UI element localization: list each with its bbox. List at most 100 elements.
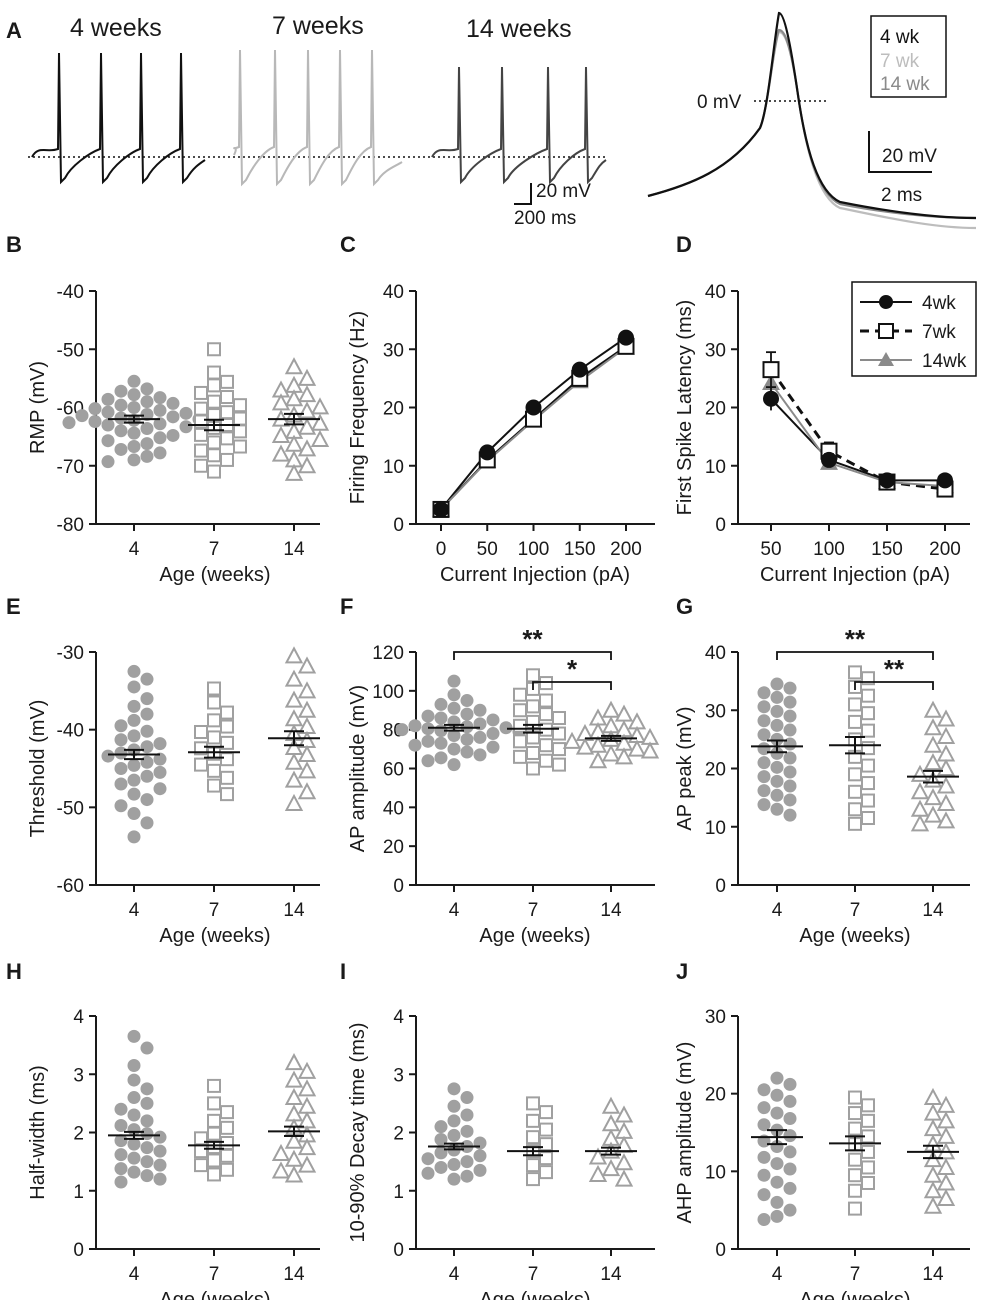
x-tick-label: 14: [922, 1264, 944, 1285]
data-point: [408, 719, 422, 733]
y-tick-label: 10: [705, 457, 726, 478]
overlay-legend-7wk: 7 wk: [880, 51, 920, 72]
data-point: [460, 745, 474, 759]
scale-bar-left: [514, 183, 532, 205]
data-point: [473, 1136, 487, 1150]
data-point: [297, 700, 317, 718]
data-point: [194, 443, 208, 458]
panel-label-g: G: [676, 594, 693, 619]
data-point: [207, 695, 221, 710]
data-point: [140, 740, 154, 754]
y-tick-label: -50: [57, 798, 84, 819]
data-point: [421, 754, 435, 768]
data-point: [770, 1088, 784, 1102]
data-point: [601, 700, 621, 718]
data-point: [140, 421, 154, 435]
data-point: [114, 799, 128, 813]
data-point: [220, 405, 234, 420]
data-point: [539, 676, 553, 691]
data-point: [460, 707, 474, 721]
data-point: [127, 1073, 141, 1087]
data-point: [166, 428, 180, 442]
data-point: [539, 1137, 553, 1152]
data-point: [284, 646, 304, 664]
data-point: [297, 456, 317, 474]
data-point: [194, 1158, 208, 1173]
significance-bracket: [854, 681, 934, 690]
data-point: [220, 752, 234, 767]
data-point: [297, 1155, 317, 1173]
data-point: [936, 1188, 956, 1207]
data-point: [770, 774, 784, 788]
data-point: [88, 414, 102, 428]
data-point: [460, 1155, 474, 1169]
data-point: [848, 665, 862, 680]
panel-a: A 4 weeks 7 weeks 14 weeks 20 mV 200 ms …: [6, 11, 977, 230]
data-point: [861, 1160, 875, 1175]
chart-panel-g: 0 10 20 30 40 4 7 14 Age (weeks) AP peak (mV) ** **: [674, 624, 970, 947]
data-point: [513, 734, 527, 749]
data-point: [486, 740, 500, 754]
overlay-legend-14wk: 14 wk: [880, 74, 930, 95]
data-point: [284, 389, 304, 407]
x-axis-label: Age (weeks): [799, 1289, 910, 1300]
y-tick-label: 0: [393, 876, 404, 897]
data-point: [434, 1160, 448, 1174]
data-point: [614, 704, 634, 722]
data-point: [757, 686, 771, 700]
data-point: [310, 397, 330, 415]
x-tick-label: 7: [209, 900, 220, 921]
data-point: [923, 788, 943, 806]
data-point: [783, 808, 797, 822]
data-point: [762, 361, 780, 379]
data-point: [220, 390, 234, 405]
data-point: [207, 1167, 221, 1182]
series-line-7wk: [440, 345, 627, 511]
data-point: [486, 727, 500, 741]
data-point: [297, 1061, 317, 1079]
data-point: [127, 453, 141, 467]
data-point: [770, 1195, 784, 1209]
y-tick-label: -30: [57, 643, 84, 664]
data-point: [140, 1127, 154, 1141]
data-point: [770, 788, 784, 802]
y-tick-label: 10: [705, 818, 726, 839]
scale-right-ms: 2 ms: [881, 185, 922, 206]
x-tick-label: 4: [129, 539, 140, 560]
data-point: [757, 756, 771, 770]
y-tick-label: -70: [57, 457, 84, 478]
data-point: [297, 744, 317, 763]
data-point: [140, 449, 154, 463]
y-tick-label: 0: [393, 515, 404, 536]
data-point: [140, 793, 154, 807]
data-point: [284, 463, 304, 481]
data-point: [601, 1114, 621, 1132]
x-tick-label: 7: [850, 1264, 861, 1285]
data-point: [614, 1153, 634, 1171]
x-axis-label: Age (weeks): [159, 1289, 270, 1300]
data-point: [447, 674, 461, 688]
x-tick-label: 200: [929, 539, 961, 560]
data-point: [220, 705, 234, 720]
data-point: [923, 805, 943, 823]
data-point: [297, 656, 317, 674]
data-point: [757, 1083, 771, 1097]
data-point: [757, 742, 771, 756]
data-point: [552, 757, 566, 772]
data-point: [861, 776, 875, 791]
y-tick-label: -40: [57, 721, 84, 742]
x-tick-label: 50: [477, 539, 498, 560]
data-point: [114, 762, 128, 775]
data-point: [101, 418, 115, 432]
data-point: [127, 729, 141, 743]
data-point: [757, 1212, 771, 1226]
x-tick-label: 4: [129, 1264, 140, 1285]
data-point: [127, 758, 141, 772]
y-tick-label: 3: [73, 1065, 84, 1086]
data-point: [140, 816, 154, 830]
data-point: [421, 734, 435, 748]
data-point: [770, 1071, 784, 1085]
data-point: [861, 1098, 875, 1113]
data-point: [207, 365, 221, 380]
